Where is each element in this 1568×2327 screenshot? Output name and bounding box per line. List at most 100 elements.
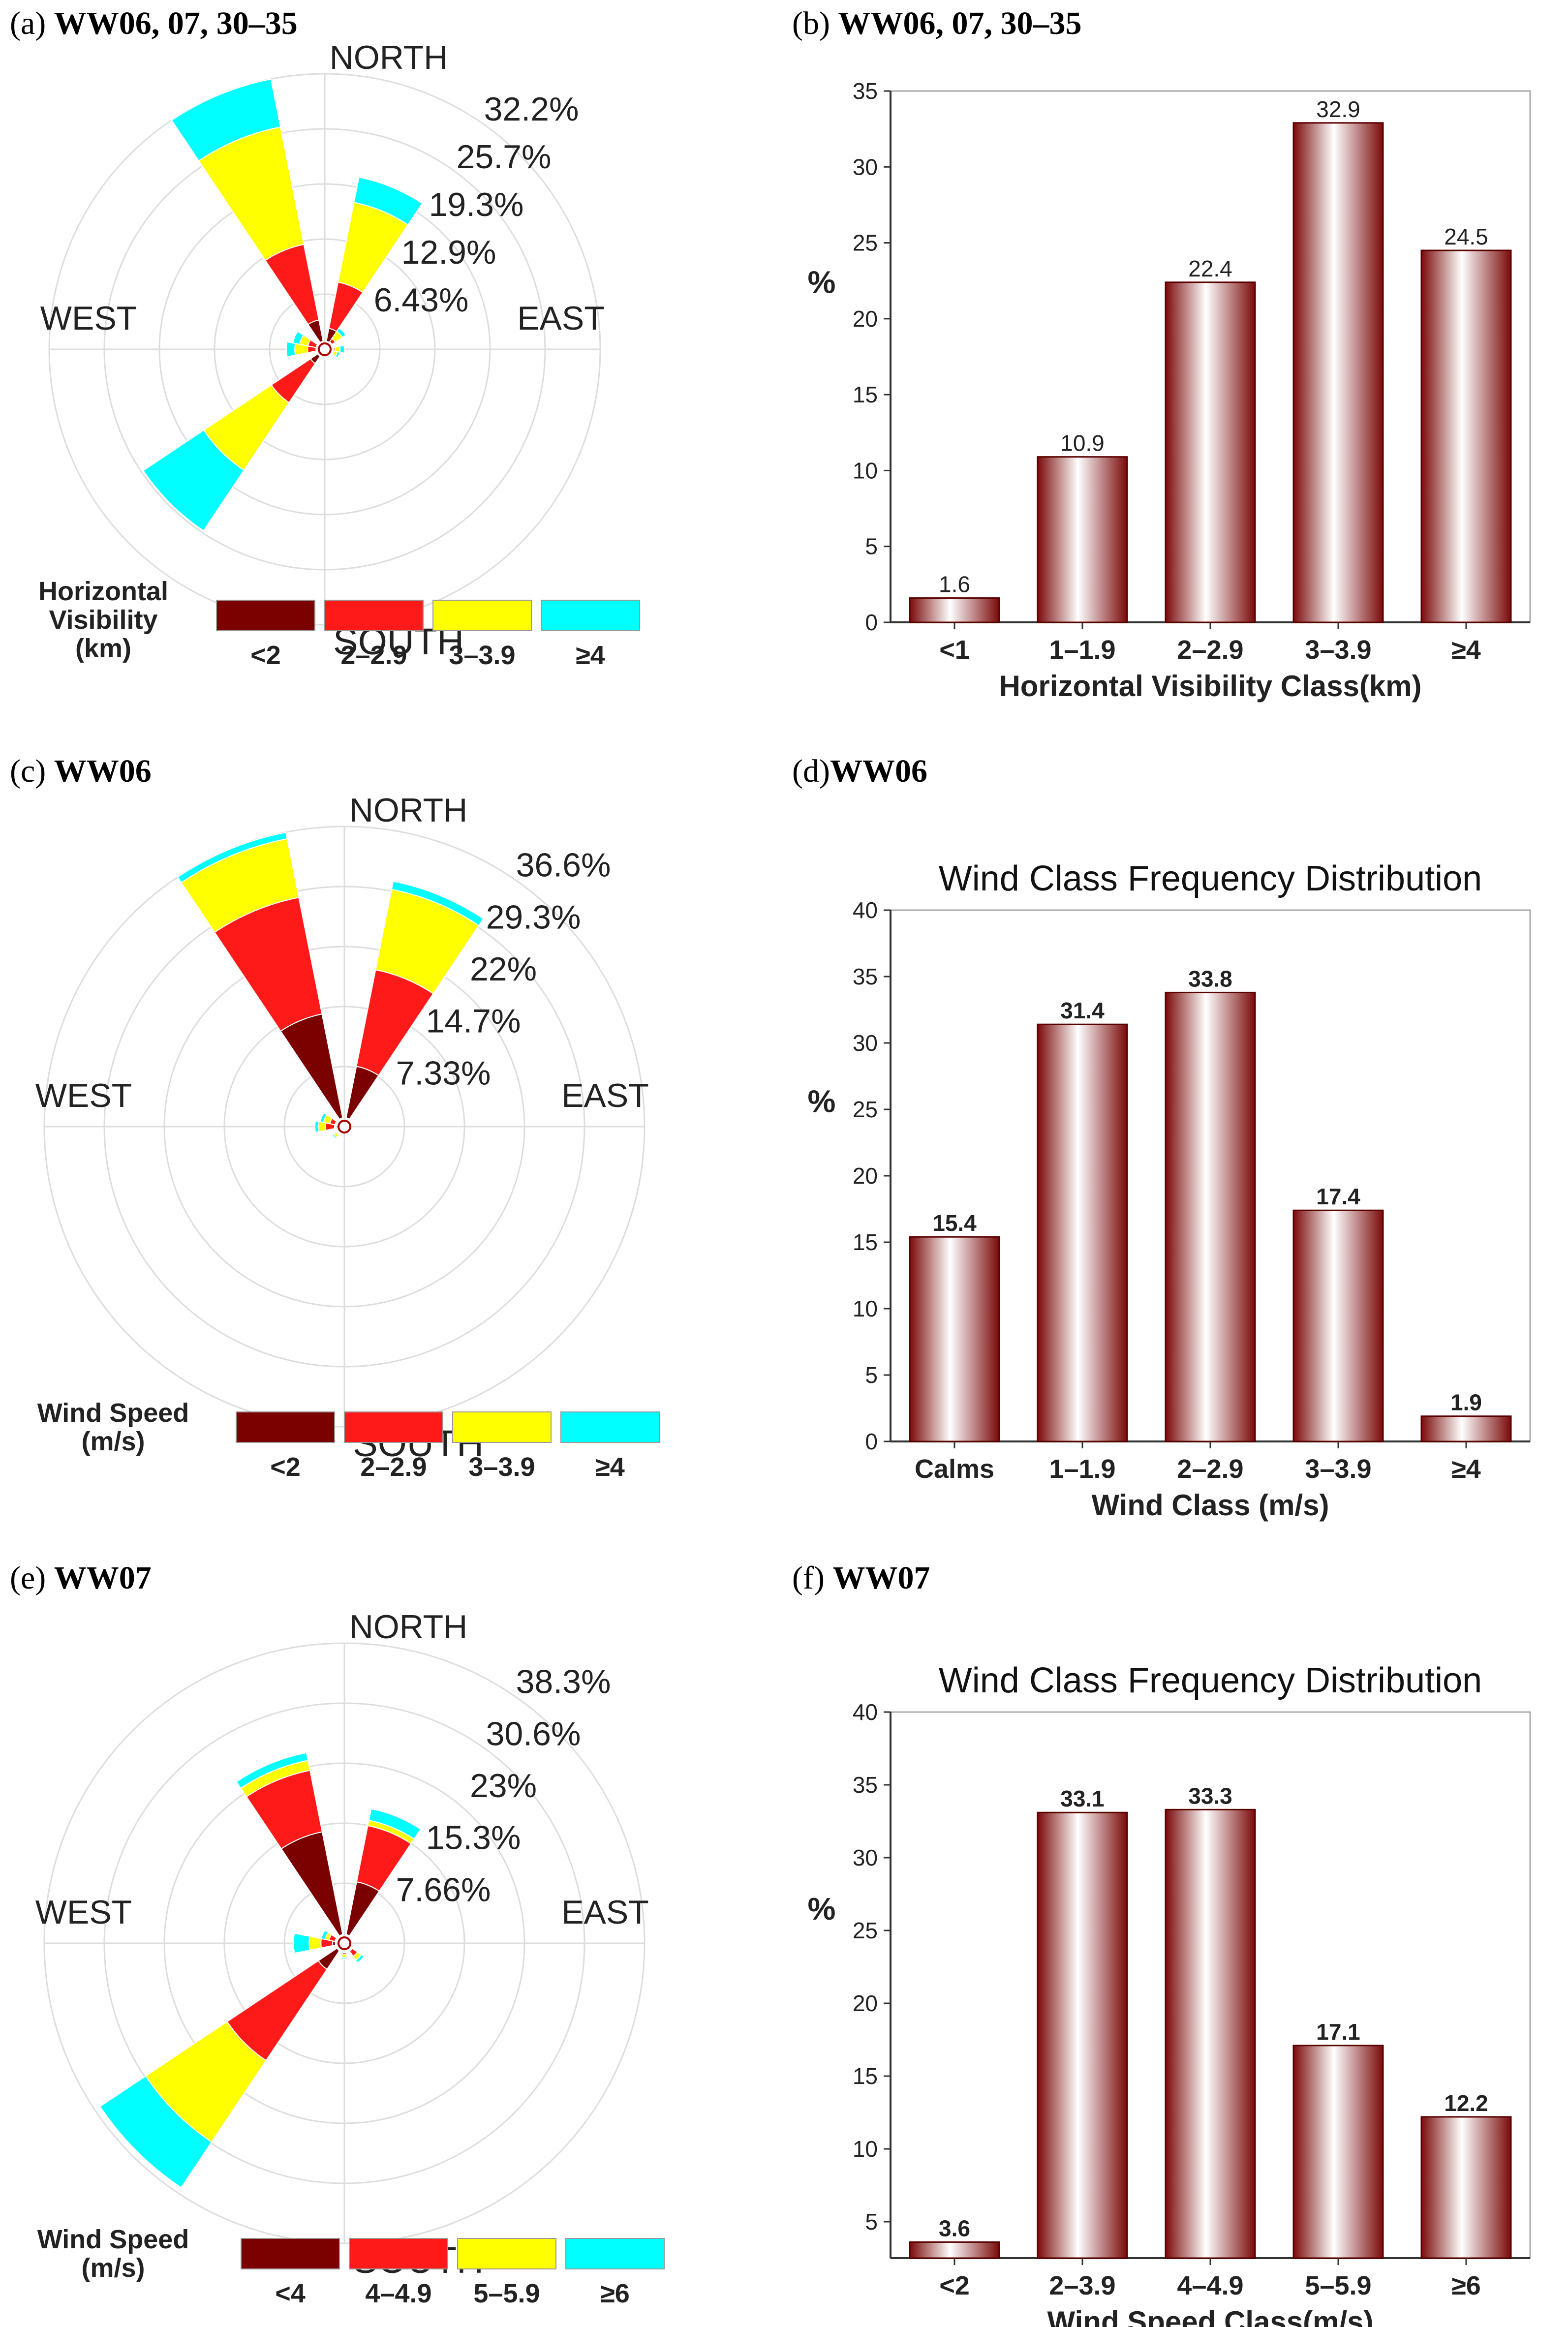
y-tick-label: 40 <box>853 897 878 923</box>
sector-6-band-3 <box>320 1929 329 1940</box>
windrose-sectors <box>99 1752 422 2188</box>
center-marker <box>338 1120 351 1133</box>
y-tick-label: 40 <box>853 1699 878 1725</box>
bar-0 <box>909 1236 1000 1442</box>
sector-0-band-1 <box>264 244 320 325</box>
x-tick-label-1: 1–1.9 <box>1049 635 1115 665</box>
legend-swatch-1 <box>349 2238 448 2269</box>
panel-f: (f) WW07 Wind Class Frequency Distributi… <box>792 1560 1560 2327</box>
legend-swatch-2 <box>457 2238 556 2269</box>
legend-label-3: ≥6 <box>600 2279 630 2308</box>
direction-north: NORTH <box>330 39 448 76</box>
legend-label-1: 2–2.9 <box>360 1452 427 1482</box>
chart-title: Wind Class Frequency Distribution <box>939 859 1482 898</box>
x-tick-label-2: 2–2.9 <box>1177 635 1243 665</box>
legend-title-line: Wind Speed <box>37 1398 189 1428</box>
ring-label: 29.3% <box>486 898 581 936</box>
panel-b-title: (b) WW06, 07, 30–35 <box>792 5 1082 41</box>
legend-title-line: Horizontal <box>38 577 168 606</box>
ring-label: 7.66% <box>396 1871 491 1908</box>
sector-1-band-3 <box>353 177 423 226</box>
bar-value-label-3: 17.4 <box>1316 1184 1360 1209</box>
sector-4-band-3 <box>99 2075 213 2188</box>
bar-value-label-3: 32.9 <box>1316 96 1360 122</box>
legend-title-line: (m/s) <box>81 1427 145 1456</box>
x-tick-label-1: 1–1.9 <box>1049 1454 1115 1484</box>
legend-label-1: 2–2.9 <box>340 641 407 670</box>
direction-north: NORTH <box>349 1608 468 1646</box>
legend-swatch-2 <box>432 600 532 631</box>
panel-c-title: (c) WW06 <box>10 753 152 789</box>
chart-title: Wind Class Frequency Distribution <box>939 1661 1482 1700</box>
sector-0-band-3 <box>171 78 281 162</box>
legend-label-2: 3–3.9 <box>449 641 515 670</box>
bar-value-label-1: 31.4 <box>1060 998 1105 1023</box>
legend-swatch-1 <box>344 1411 443 1443</box>
direction-west: WEST <box>35 1894 132 1931</box>
x-tick-label-2: 2–2.9 <box>1177 1454 1243 1484</box>
center-marker <box>338 1936 351 1950</box>
bar-chart-f: Wind Class Frequency Distribution 5 10 15 20… <box>808 1661 1531 2327</box>
y-tick-label: 0 <box>865 610 878 635</box>
bar-3 <box>1292 1209 1384 1442</box>
y-tick-label: 25 <box>853 1097 878 1122</box>
x-tick-label-4: ≥6 <box>1451 2271 1481 2300</box>
y-tick-label: 15 <box>853 1229 878 1255</box>
y-axis-label: % <box>808 1891 836 1927</box>
y-tick-label: 30 <box>853 1845 878 1870</box>
legend-label-3: ≥4 <box>576 641 605 670</box>
ring-label: 15.3% <box>426 1819 521 1857</box>
panel-c: (c) WW06 NORTH EAST SOUTH WEST 36.6% 29.3% 22%… <box>10 753 777 1510</box>
legend-label-0: <4 <box>275 2279 306 2308</box>
legend-swatch-3 <box>541 600 640 631</box>
direction-west: WEST <box>40 300 137 337</box>
bar-3 <box>1292 2045 1384 2259</box>
sector-3-band-3 <box>340 1956 348 1960</box>
x-axis-label: Wind Class (m/s) <box>1092 1489 1329 1522</box>
ring-label: 30.6% <box>486 1715 581 1752</box>
sector-4-band-3 <box>335 351 340 359</box>
bar-value-label-4: 24.5 <box>1444 224 1488 249</box>
legend-title-line: Visibility <box>49 605 157 635</box>
sector-1-band-0 <box>345 1881 380 1937</box>
y-tick-label: 35 <box>853 1772 878 1798</box>
legend-title-line: Wind Speed <box>37 2225 189 2254</box>
y-tick-label: 20 <box>853 1990 878 2016</box>
y-axis-label: % <box>808 1083 836 1119</box>
bar-value-label-0: 15.4 <box>932 1210 977 1236</box>
sector-8-band-3 <box>292 330 305 345</box>
ring-label: 23% <box>470 1767 537 1805</box>
x-tick-label-1: 2–3.9 <box>1049 2271 1115 2300</box>
bar-value-label-3: 17.1 <box>1316 2019 1360 2045</box>
sector-0-band-3 <box>236 1752 309 1789</box>
y-tick-label: 10 <box>853 2136 878 2162</box>
sector-3-band-3 <box>339 345 345 354</box>
y-tick-label: 5 <box>865 534 878 559</box>
sector-5-band-2 <box>308 1935 322 1951</box>
legend-label-2: 5–5.9 <box>473 2279 540 2308</box>
bar-2 <box>1165 991 1256 1442</box>
sector-4-band-3 <box>319 1112 328 1123</box>
bar-3 <box>1292 122 1384 623</box>
direction-north: NORTH <box>349 792 468 829</box>
bar-value-label-2: 33.8 <box>1188 966 1232 991</box>
legend-label-0: <2 <box>270 1452 301 1482</box>
bar-4 <box>1420 2116 1512 2259</box>
bar-chart-b: 0 5 10 15 20 25 30 35% 1.6 <1 10.9 1–1.9 22.4 2–2.9 32… <box>808 78 1531 703</box>
x-tick-label-3: 3–3.9 <box>1305 1454 1371 1484</box>
sector-5-band-3 <box>349 1132 355 1137</box>
legend-swatch-2 <box>452 1411 552 1443</box>
y-tick-label: 0 <box>865 1429 878 1454</box>
y-tick-label: 35 <box>853 964 878 989</box>
bar-value-label-4: 12.2 <box>1444 2090 1488 2116</box>
sector-1-band-3 <box>368 1808 422 1840</box>
y-tick-label: 10 <box>853 1296 878 1321</box>
ring-label: 36.6% <box>516 847 611 884</box>
direction-east: EAST <box>561 1077 649 1114</box>
legend-swatch-0 <box>236 1411 335 1443</box>
bar-1 <box>1037 1811 1128 2259</box>
legend-swatch-0 <box>216 600 315 631</box>
center-marker <box>318 342 332 356</box>
x-axis-label: Horizontal Visibility Class(km) <box>999 670 1421 703</box>
bar-0 <box>909 597 1000 623</box>
